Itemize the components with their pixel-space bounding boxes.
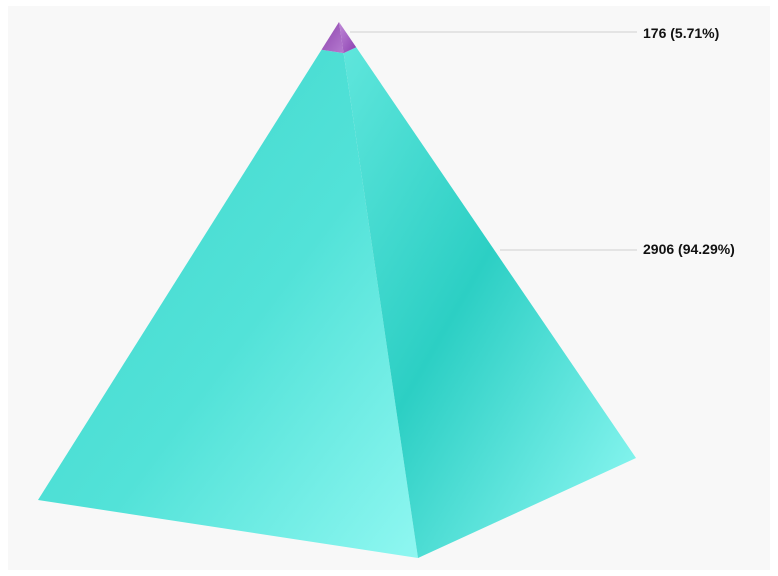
slice-176-right-face xyxy=(339,22,357,54)
slice-176-left-face xyxy=(321,22,344,54)
label-slice-176: 176 (5.71%) xyxy=(643,25,719,41)
slice-2906-left-face xyxy=(38,49,418,558)
slice-2906-right-face xyxy=(343,47,636,559)
label-slice-2906: 2906 (94.29%) xyxy=(643,241,735,257)
